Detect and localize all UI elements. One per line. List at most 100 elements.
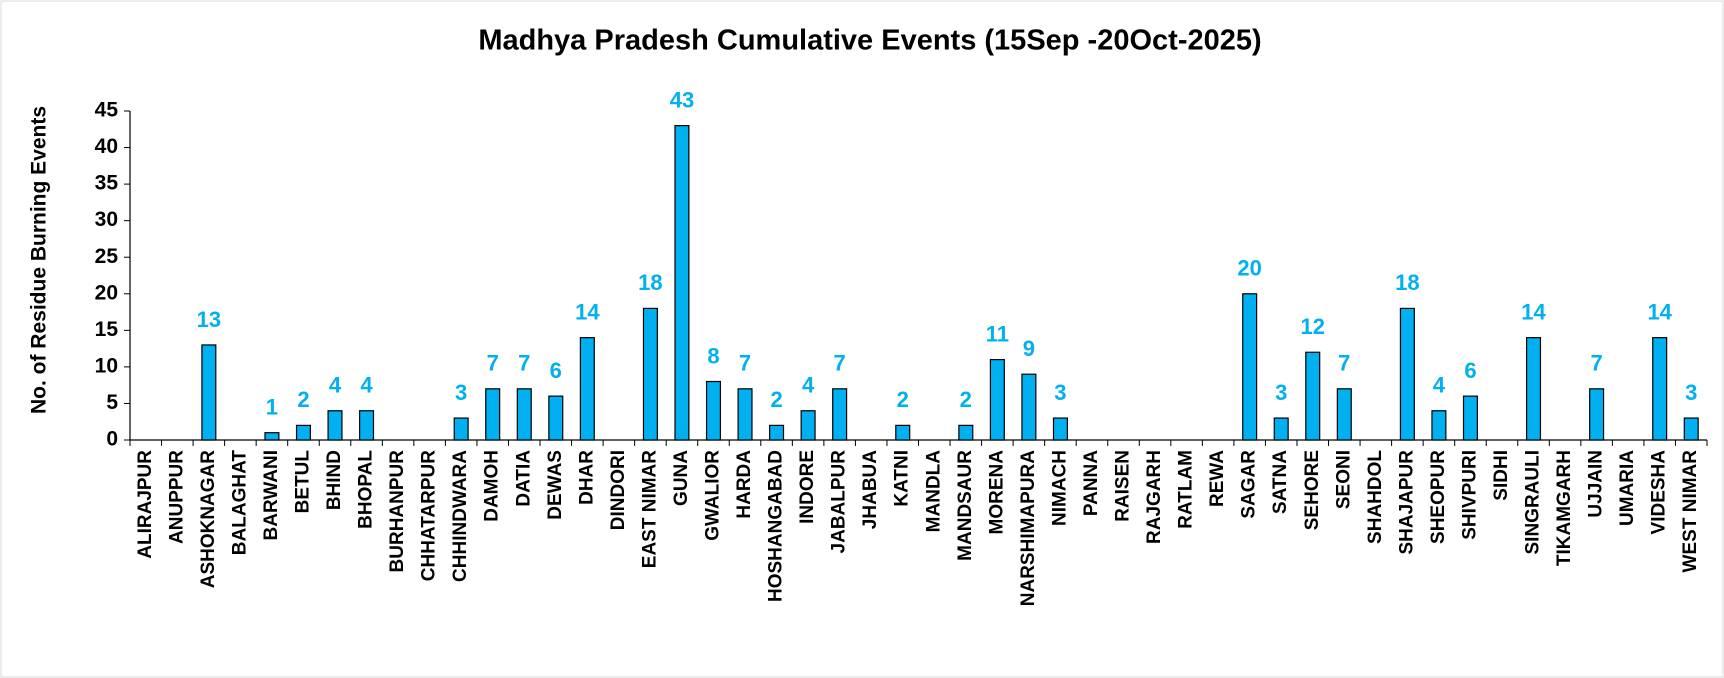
data-label: 4	[1433, 373, 1446, 398]
x-tick-label: BARWANI	[261, 450, 282, 540]
bar	[485, 388, 501, 441]
data-label: 7	[1338, 351, 1350, 376]
bar	[1589, 388, 1605, 441]
data-label: 7	[834, 351, 846, 376]
bar	[1052, 417, 1068, 441]
bar	[1525, 337, 1542, 441]
bar	[1652, 337, 1668, 441]
x-tick-label: BHIND	[324, 450, 345, 510]
bar	[1399, 307, 1415, 441]
data-label: 3	[1685, 380, 1697, 405]
bar	[832, 388, 848, 441]
x-tick-label: DEWAS	[545, 450, 566, 520]
x-tick-label: KATNI	[892, 450, 913, 507]
x-tick-label: NIMACH	[1049, 450, 1070, 526]
x-tick-label: SHAJAPUR	[1396, 450, 1417, 555]
x-tick-label: HOSHANGABAD	[766, 450, 787, 602]
x-tick-label: PANNA	[1081, 450, 1102, 516]
x-tick-label: SHIVPURI	[1459, 450, 1480, 540]
bar	[769, 424, 785, 441]
data-label: 18	[638, 270, 662, 295]
data-label: 4	[802, 373, 815, 398]
x-tick-label: SEONI	[1333, 450, 1354, 509]
y-tick-label: 35	[95, 172, 119, 195]
bar	[642, 307, 658, 441]
bar	[958, 424, 974, 441]
y-tick-label: 25	[95, 245, 119, 268]
data-label: 2	[297, 387, 309, 412]
y-tick-label: 45	[95, 99, 119, 122]
bar	[1242, 293, 1258, 441]
x-tick-label: MORENA	[986, 450, 1007, 535]
data-label: 2	[770, 387, 782, 412]
x-tick-label: ASHOKNAGAR	[198, 450, 219, 589]
x-tick-label: UMARIA	[1617, 450, 1638, 526]
x-tick-label: ANUPPUR	[166, 450, 187, 544]
bar	[453, 417, 469, 441]
data-label: 4	[360, 373, 373, 398]
bar	[295, 424, 312, 441]
data-label: 7	[1590, 351, 1602, 376]
bar	[1336, 388, 1352, 441]
x-tick-label: RAISEN	[1113, 450, 1134, 522]
bar	[359, 410, 375, 441]
x-tick-label: SIDHI	[1491, 450, 1512, 501]
x-tick-label: MANDLA	[923, 450, 944, 533]
x-tick-label: BETUL	[292, 450, 313, 514]
x-tick-label: MANDSAUR	[955, 450, 976, 561]
x-tick-label: REWA	[1207, 450, 1228, 507]
chart-title: Madhya Pradesh Cumulative Events (15Sep …	[478, 25, 1261, 57]
bar	[201, 344, 217, 441]
x-tick-label: GUNA	[671, 450, 692, 506]
x-tick-label: SHEOPUR	[1428, 450, 1449, 544]
x-tick-label: NARSHIMAPURA	[1018, 450, 1039, 607]
y-tick-label: 40	[95, 135, 118, 158]
y-tick-label: 20	[95, 281, 118, 304]
x-tick-label: VIDESHA	[1649, 450, 1670, 535]
x-tick-label: SINGRAULI	[1523, 450, 1544, 555]
data-label: 20	[1237, 256, 1261, 281]
data-label: 8	[707, 343, 719, 368]
data-label: 2	[897, 387, 909, 412]
data-label: 2	[960, 387, 972, 412]
data-label: 14	[1647, 299, 1672, 324]
data-label: 3	[455, 380, 467, 405]
data-label: 14	[575, 299, 600, 324]
bar	[737, 388, 753, 441]
bar	[895, 424, 911, 441]
bar	[1305, 351, 1321, 441]
bar	[1683, 417, 1699, 441]
y-tick-label: 15	[95, 318, 119, 341]
x-tick-label: SATNA	[1270, 450, 1291, 514]
x-tick-label: INDORE	[797, 450, 818, 524]
bar	[800, 410, 816, 441]
x-tick-label: CHHATARPUR	[419, 450, 440, 582]
bar	[264, 432, 280, 441]
data-label: 43	[670, 87, 694, 112]
x-tick-label: UJJAIN	[1586, 450, 1607, 518]
data-label: 14	[1521, 299, 1546, 324]
data-label: 6	[1464, 358, 1476, 383]
data-label: 18	[1395, 270, 1419, 295]
data-label: 6	[550, 358, 562, 383]
data-label: 12	[1301, 314, 1325, 339]
bar	[989, 358, 1005, 441]
bar	[1021, 373, 1037, 441]
x-tick-label: ALIRAJPUR	[135, 450, 156, 559]
bar	[1273, 417, 1289, 441]
x-tick-label: HARDA	[734, 450, 755, 519]
y-tick-label: 10	[95, 354, 118, 377]
bar	[579, 337, 595, 441]
bar	[1462, 395, 1478, 441]
x-tick-label: SHAHDOL	[1365, 450, 1386, 544]
bar	[674, 125, 690, 441]
y-tick-label: 30	[95, 208, 118, 231]
y-axis-label: No. of Residue Burning Events	[28, 106, 51, 414]
x-tick-label: EAST NIMAR	[639, 450, 660, 569]
data-label: 3	[1275, 380, 1287, 405]
data-label: 11	[986, 321, 1009, 346]
x-tick-label: BURHANPUR	[387, 450, 408, 573]
data-label: 4	[329, 373, 342, 398]
x-tick-label: WEST NIMAR	[1680, 450, 1701, 573]
